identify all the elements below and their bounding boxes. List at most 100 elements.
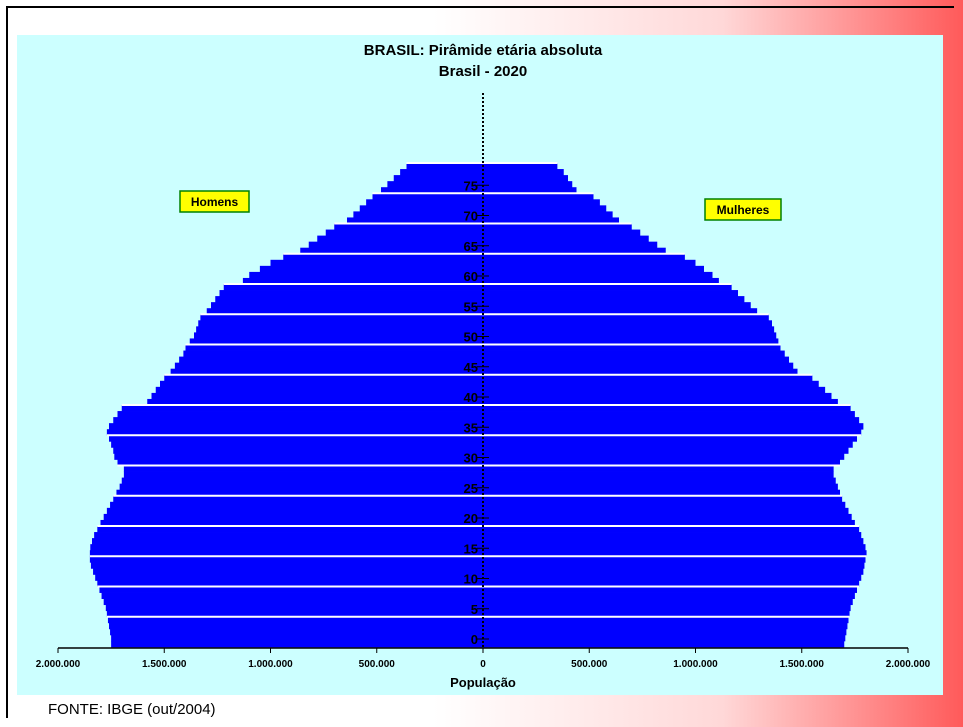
bar-homens-age-66: [308, 241, 483, 249]
bar-homens-age-74: [372, 193, 483, 200]
bar-mulheres-age-9: [483, 586, 857, 593]
bar-mulheres-age-29: [483, 465, 834, 472]
bar-homens-age-2: [110, 628, 483, 636]
axis-layer: 0 5 10 15 20 25 30 35 40 45 50 55 60 65 70 75 2.000.000 1…: [36, 93, 931, 670]
bar-mulheres-age-34: [483, 435, 857, 442]
bar-mulheres-age-40: [483, 398, 838, 406]
bar-homens-age-64: [283, 253, 483, 261]
bar-mulheres-age-21: [483, 513, 852, 521]
bar-homens-age-42: [155, 386, 483, 394]
bar-mulheres-age-58: [483, 290, 738, 297]
bar-mulheres-age-7: [483, 598, 853, 606]
x-tick-label-5: 500.000: [571, 659, 608, 670]
bar-mulheres-age-69: [483, 223, 632, 230]
bar-mulheres-age-53: [483, 320, 772, 327]
bar-homens-age-55: [206, 308, 483, 315]
bar-homens-age-3: [109, 622, 483, 630]
bar-homens-age-52: [196, 326, 484, 333]
bar-mulheres-age-35: [483, 429, 862, 436]
bar-mulheres-age-18: [483, 532, 862, 539]
bar-homens-age-56: [211, 302, 483, 309]
x-tick-label-8: 2.000.000: [886, 659, 931, 670]
legend-homens: Homens: [179, 190, 250, 213]
bar-mulheres-age-48: [483, 350, 785, 357]
bar-homens-age-63: [270, 259, 483, 267]
bar-homens-age-65: [300, 247, 483, 255]
bar-mulheres-age-22: [483, 507, 849, 515]
bar-homens-age-8: [101, 592, 483, 599]
bar-homens-age-32: [113, 447, 483, 454]
bar-homens-age-39: [121, 405, 483, 412]
x-tick-label-2: 1.000.000: [248, 659, 293, 670]
bar-mulheres-age-24: [483, 495, 843, 503]
y-tick-label-20: 20: [464, 511, 478, 526]
legend-homens-box: [179, 190, 250, 213]
bar-mulheres-age-30: [483, 459, 840, 466]
bar-homens-age-0: [111, 640, 484, 648]
bar-homens-age-49: [185, 344, 483, 351]
bar-mulheres-age-17: [483, 538, 864, 545]
x-axis-label: População: [450, 675, 516, 690]
bar-homens-age-19: [97, 526, 483, 533]
bar-homens-age-75: [381, 187, 483, 194]
bar-mulheres-age-25: [483, 489, 840, 497]
x-tick-label-0: 2.000.000: [36, 659, 81, 670]
bar-homens-age-31: [114, 453, 483, 460]
bar-homens-age-14: [89, 556, 484, 563]
bar-mulheres-age-54: [483, 314, 769, 321]
bar-homens-age-51: [194, 332, 483, 339]
bar-homens-age-43: [160, 380, 483, 388]
x-tick-label-7: 1.500.000: [780, 659, 825, 670]
y-tick-label-0: 0: [471, 632, 478, 647]
y-tick-label-55: 55: [464, 299, 478, 314]
bar-mulheres-age-42: [483, 386, 826, 394]
legend-mulheres-box: [704, 198, 782, 221]
bar-mulheres-age-74: [483, 193, 594, 200]
bar-mulheres-age-44: [483, 374, 813, 382]
bar-homens-age-50: [189, 338, 483, 345]
bar-mulheres-age-37: [483, 417, 860, 424]
y-tick-label-45: 45: [464, 360, 478, 375]
bar-mulheres-age-55: [483, 308, 758, 315]
bar-mulheres-age-70: [483, 217, 619, 224]
bar-homens-age-25: [116, 489, 483, 497]
bar-mulheres-age-33: [483, 441, 853, 448]
bar-homens-age-79: [406, 163, 483, 170]
bars-layer: [89, 163, 867, 648]
y-tick-label-5: 5: [471, 602, 478, 617]
legend-mulheres: Mulheres: [704, 198, 782, 221]
bar-mulheres-age-61: [483, 271, 713, 279]
bar-homens-age-53: [198, 320, 483, 327]
bar-mulheres-age-0: [483, 640, 845, 648]
bar-homens-age-16: [90, 544, 484, 551]
source-note: FONTE: IBGE (out/2004): [48, 701, 216, 718]
bar-mulheres-age-77: [483, 175, 568, 182]
bar-homens-age-36: [109, 423, 483, 430]
bar-mulheres-age-32: [483, 447, 849, 454]
bar-homens-age-28: [123, 471, 484, 478]
bar-homens-age-71: [353, 211, 484, 218]
y-tick-label-60: 60: [464, 269, 478, 284]
bar-homens-age-54: [200, 314, 484, 321]
bar-mulheres-age-2: [483, 628, 847, 636]
bar-homens-age-48: [183, 350, 484, 357]
bar-homens-age-67: [317, 235, 483, 243]
bar-mulheres-age-52: [483, 326, 775, 333]
bar-mulheres-age-76: [483, 181, 573, 188]
bar-mulheres-age-57: [483, 296, 745, 303]
bar-homens-age-5: [106, 610, 484, 618]
bar-mulheres-age-36: [483, 423, 864, 430]
bar-mulheres-age-59: [483, 284, 732, 291]
y-tick-label-65: 65: [464, 239, 478, 254]
bar-mulheres-age-19: [483, 526, 860, 533]
bar-mulheres-age-3: [483, 622, 848, 630]
bar-mulheres-age-50: [483, 338, 779, 345]
bar-mulheres-age-31: [483, 453, 845, 460]
bar-homens-age-26: [119, 483, 484, 491]
y-tick-label-10: 10: [464, 572, 478, 587]
bar-homens-age-59: [223, 284, 483, 291]
bar-mulheres-age-41: [483, 392, 832, 400]
bar-homens-age-9: [99, 586, 483, 593]
bar-homens-age-6: [105, 604, 483, 612]
bar-homens-age-37: [113, 417, 483, 424]
